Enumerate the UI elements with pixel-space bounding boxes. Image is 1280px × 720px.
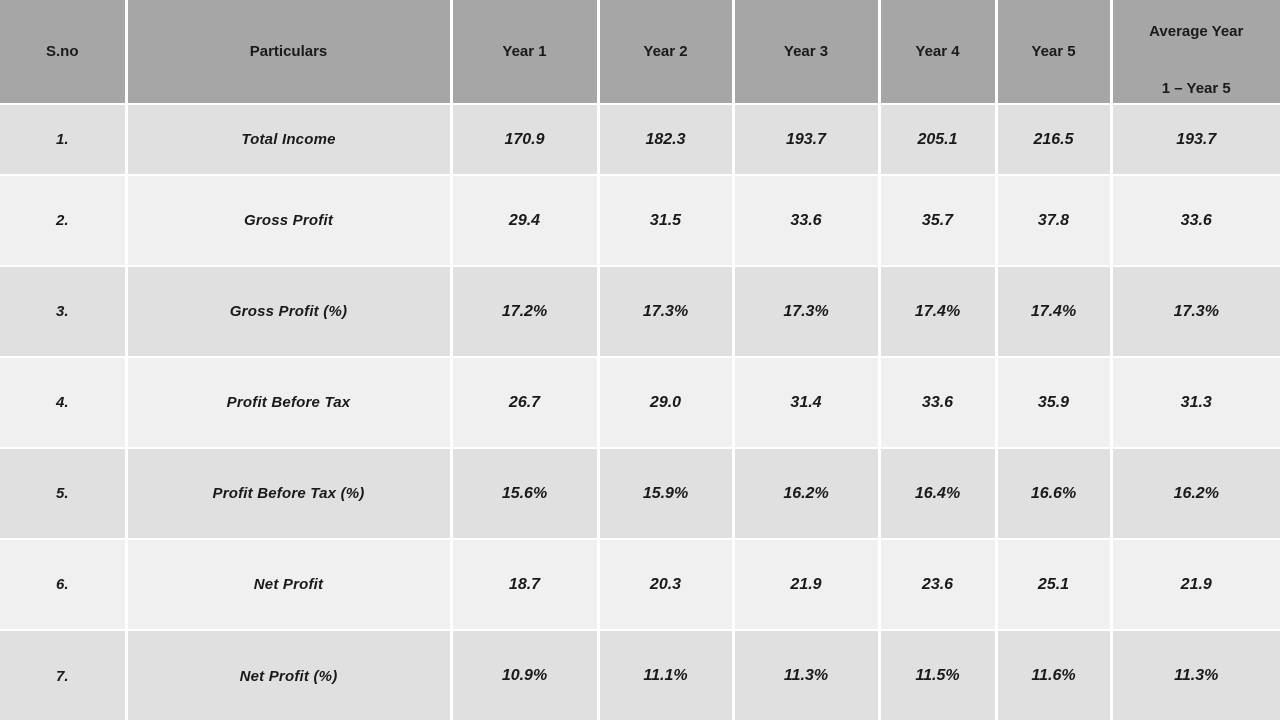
value-cell: 11.3% [731,629,881,720]
value-cell: 11.5% [877,629,998,720]
col-header-year-2: Year 2 [596,0,735,105]
value-cell: 17.4% [994,265,1113,358]
particulars-cell: Profit Before Tax [124,356,453,449]
value-cell: 31.5 [596,174,735,267]
value-cell: 17.3% [731,265,881,358]
value-cell: 193.7 [1109,103,1280,176]
value-cell: 10.9% [449,629,600,720]
value-cell: 21.9 [731,538,881,631]
value-cell: 17.2% [449,265,600,358]
sno-cell: 6. [0,538,128,631]
value-cell: 33.6 [1109,174,1280,267]
col-header-year-4: Year 4 [877,0,998,105]
table-header-row: S.no Particulars Year 1 Year 2 Year 3 Ye… [0,0,1280,105]
value-cell: 29.0 [596,356,735,449]
value-cell: 35.7 [877,174,998,267]
value-cell: 37.8 [994,174,1113,267]
table-row-profit-before-tax: 4. Profit Before Tax 26.7 29.0 31.4 33.6… [0,356,1280,449]
average-header-line2: 1 – Year 5 [1161,80,1231,97]
value-cell: 11.3% [1109,629,1280,720]
value-cell: 170.9 [449,103,600,176]
particulars-cell: Net Profit (%) [124,629,453,720]
value-cell: 35.9 [994,356,1113,449]
table-row-gross-profit-pct: 3. Gross Profit (%) 17.2% 17.3% 17.3% 17… [0,265,1280,358]
sno-cell: 4. [0,356,128,449]
sno-cell: 2. [0,174,128,267]
value-cell: 25.1 [994,538,1113,631]
value-cell: 31.4 [731,356,881,449]
col-header-year-5: Year 5 [994,0,1113,105]
col-header-average-year: Average Year 1 – Year 5 [1109,0,1280,105]
value-cell: 15.6% [449,447,600,540]
average-header-line1: Average Year [1149,23,1244,40]
value-cell: 21.9 [1109,538,1280,631]
value-cell: 23.6 [877,538,998,631]
value-cell: 31.3 [1109,356,1280,449]
col-header-year-3: Year 3 [731,0,881,105]
value-cell: 17.3% [1109,265,1280,358]
value-cell: 16.6% [994,447,1113,540]
sno-cell: 5. [0,447,128,540]
particulars-cell: Gross Profit (%) [124,265,453,358]
value-cell: 16.2% [731,447,881,540]
table-row-gross-profit: 2. Gross Profit 29.4 31.5 33.6 35.7 37.8… [0,174,1280,267]
value-cell: 182.3 [596,103,735,176]
value-cell: 193.7 [731,103,881,176]
col-header-year-1: Year 1 [449,0,600,105]
value-cell: 205.1 [877,103,998,176]
value-cell: 15.9% [596,447,735,540]
table-row-total-income: 1. Total Income 170.9 182.3 193.7 205.1 … [0,103,1280,176]
value-cell: 16.2% [1109,447,1280,540]
col-header-particulars: Particulars [124,0,453,105]
value-cell: 16.4% [877,447,998,540]
particulars-cell: Gross Profit [124,174,453,267]
value-cell: 216.5 [994,103,1113,176]
value-cell: 11.6% [994,629,1113,720]
value-cell: 17.3% [596,265,735,358]
sno-cell: 7. [0,629,128,720]
value-cell: 26.7 [449,356,600,449]
particulars-cell: Net Profit [124,538,453,631]
value-cell: 11.1% [596,629,735,720]
table-row-profit-before-tax-pct: 5. Profit Before Tax (%) 15.6% 15.9% 16.… [0,447,1280,540]
average-header-lines: Average Year 1 – Year 5 [1117,2,1277,102]
value-cell: 17.4% [877,265,998,358]
value-cell: 18.7 [449,538,600,631]
particulars-cell: Total Income [124,103,453,176]
value-cell: 20.3 [596,538,735,631]
sno-cell: 1. [0,103,128,176]
table-row-net-profit: 6. Net Profit 18.7 20.3 21.9 23.6 25.1 2… [0,538,1280,631]
value-cell: 33.6 [731,174,881,267]
value-cell: 29.4 [449,174,600,267]
value-cell: 33.6 [877,356,998,449]
table-row-net-profit-pct: 7. Net Profit (%) 10.9% 11.1% 11.3% 11.5… [0,629,1280,720]
col-header-sno: S.no [0,0,128,105]
particulars-cell: Profit Before Tax (%) [124,447,453,540]
sno-cell: 3. [0,265,128,358]
